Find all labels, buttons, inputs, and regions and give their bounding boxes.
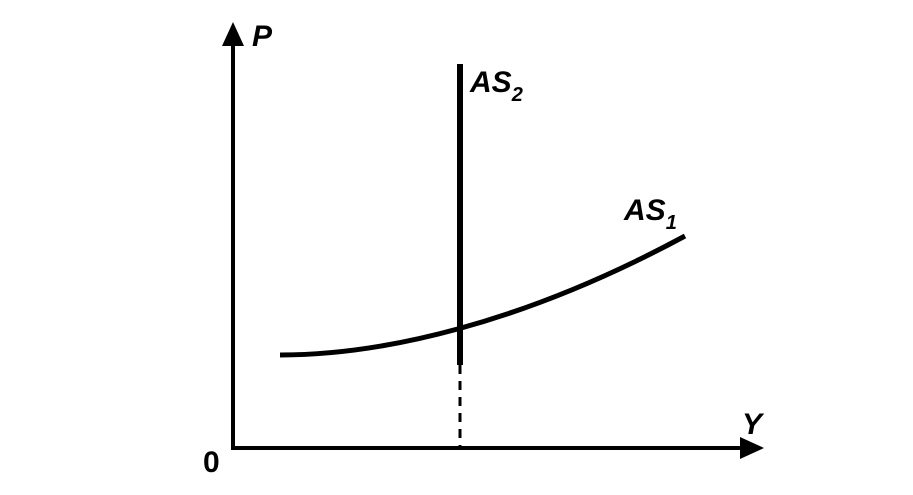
as2-label-main: AS: [469, 66, 512, 99]
as1-curve: [279, 233, 687, 358]
y-axis-arrow: [222, 22, 244, 46]
as2-label-subscript: 2: [511, 84, 523, 106]
origin-label: 0: [203, 446, 220, 479]
x-axis-label: Y: [742, 408, 765, 441]
as1-label-subscript: 1: [666, 212, 677, 234]
as1-label: AS1: [623, 194, 677, 234]
as2-label: AS2: [469, 66, 523, 106]
x-axis-arrow: [740, 437, 764, 459]
y-axis-label: P: [252, 20, 273, 53]
as1-label-main: AS: [623, 194, 666, 227]
